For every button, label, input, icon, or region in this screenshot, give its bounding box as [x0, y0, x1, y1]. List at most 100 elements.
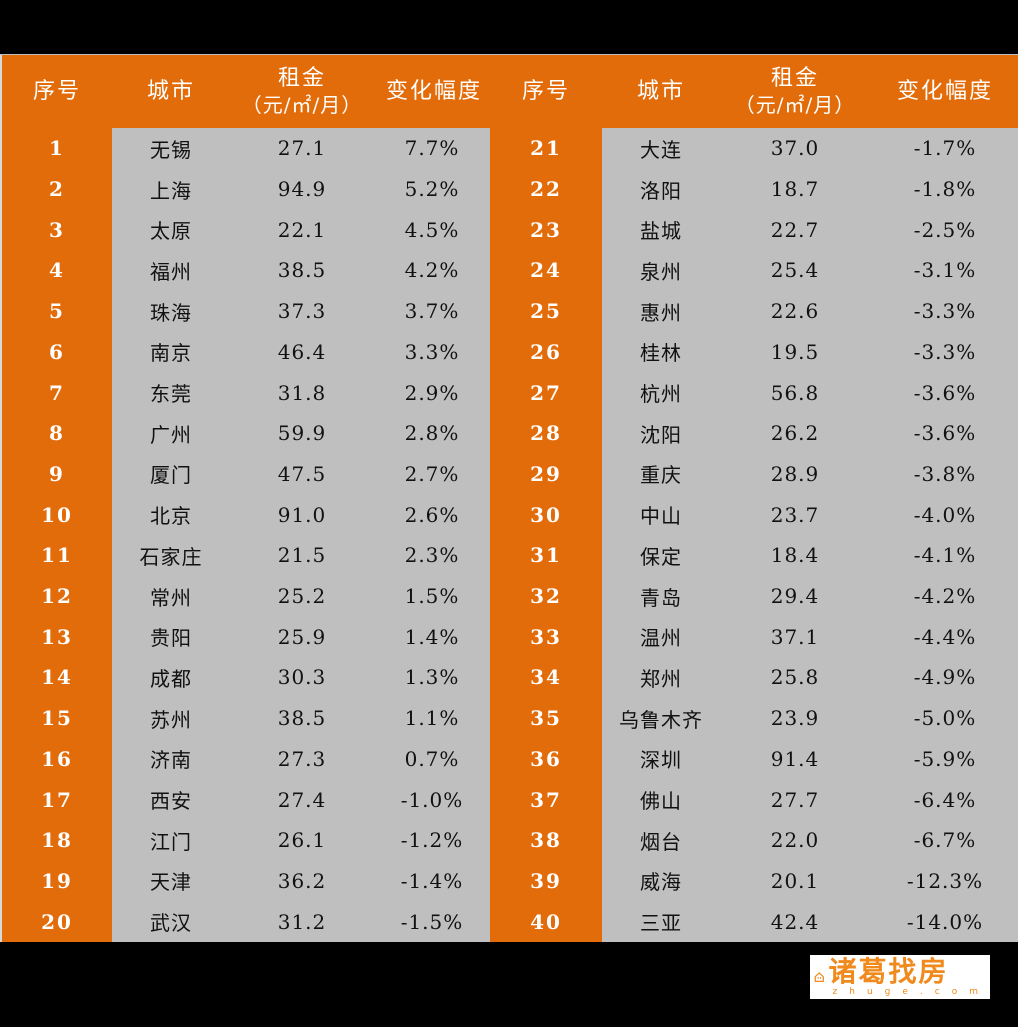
- cell-city: 广州: [150, 422, 192, 447]
- cell-city: 上海: [150, 178, 192, 203]
- cell-change: 0.7%: [404, 746, 460, 771]
- table-row: 21 大连 37.0 -1.7%: [2, 128, 1018, 169]
- table-row: 1 无锡 27.1 7.7%: [2, 128, 1018, 169]
- table-row: 34 郑州 25.8 -4.9%: [2, 657, 1018, 698]
- cell-change: -1.2%: [400, 828, 464, 853]
- cell-change: 3.3%: [404, 339, 460, 364]
- rank-column-bg-left: [2, 128, 112, 942]
- cell-change: -4.2%: [913, 584, 977, 609]
- cell-rank: 26: [530, 339, 562, 364]
- cell-rank: 13: [41, 624, 73, 649]
- cell-city: 太原: [150, 219, 192, 244]
- table-row: 13 贵阳 25.9 1.4%: [2, 616, 1018, 657]
- cell-rank: 10: [41, 502, 73, 527]
- cell-rank: 28: [530, 421, 562, 446]
- table-row: 10 北京 91.0 2.6%: [2, 494, 1018, 535]
- cell-change: -4.1%: [913, 543, 977, 568]
- table-row: 16 济南 27.3 0.7%: [2, 739, 1018, 780]
- table-row: 35 乌鲁木齐 23.9 -5.0%: [2, 698, 1018, 739]
- cell-city: 厦门: [150, 463, 192, 488]
- table-row: 8 广州 59.9 2.8%: [2, 413, 1018, 454]
- cell-change: -2.5%: [913, 217, 977, 242]
- table-row: 29 重庆 28.9 -3.8%: [2, 454, 1018, 495]
- logo-domain: zhuge.com: [832, 987, 990, 997]
- cell-change: 4.2%: [404, 258, 460, 283]
- table-row: 37 佛山 27.7 -6.4%: [2, 779, 1018, 820]
- cell-change: 7.7%: [404, 136, 460, 161]
- cell-rent: 47.5: [277, 461, 327, 486]
- cell-city: 盐城: [640, 219, 682, 244]
- cell-rank: 18: [41, 828, 73, 853]
- header-rank: 序号: [2, 55, 112, 128]
- cell-rent: 27.7: [770, 787, 820, 812]
- rank-column-bg-right: [490, 128, 602, 942]
- header-change-label: 变化幅度: [385, 78, 482, 104]
- table-row: 38 烟台 22.0 -6.7%: [2, 820, 1018, 861]
- cell-rank: 19: [41, 868, 73, 893]
- cell-rank: 40: [530, 909, 562, 934]
- cell-change: 3.7%: [404, 299, 460, 324]
- cell-rank: 14: [41, 665, 73, 690]
- cell-change: -4.9%: [913, 665, 977, 690]
- header-rank-label: 序号: [521, 78, 570, 104]
- cell-change: -1.5%: [400, 909, 464, 934]
- cell-rent: 25.9: [277, 624, 327, 649]
- cell-city: 济南: [150, 748, 192, 773]
- cell-city: 西安: [150, 789, 192, 814]
- cell-rent: 38.5: [277, 706, 327, 731]
- cell-change: 1.1%: [404, 706, 460, 731]
- cell-rent: 18.7: [770, 177, 820, 202]
- header-rent: 租金 （元/㎡/月）: [230, 55, 374, 128]
- cell-change: 1.3%: [404, 665, 460, 690]
- cell-city: 北京: [150, 504, 192, 529]
- cell-rank: 16: [41, 746, 73, 771]
- cell-rent: 29.4: [770, 584, 820, 609]
- table-row: 11 石家庄 21.5 2.3%: [2, 535, 1018, 576]
- cell-change: 4.5%: [404, 217, 460, 242]
- cell-change: -14.0%: [906, 909, 984, 934]
- header-city-label: 城市: [146, 78, 195, 104]
- cell-rank: 1: [49, 136, 65, 161]
- cell-rent: 38.5: [277, 258, 327, 283]
- cell-rent: 27.4: [277, 787, 327, 812]
- cell-change: 2.9%: [404, 380, 460, 405]
- cell-rent: 37.3: [277, 299, 327, 324]
- cell-rank: 33: [530, 624, 562, 649]
- cell-change: -12.3%: [906, 868, 984, 893]
- cell-change: -3.8%: [913, 461, 977, 486]
- cell-city: 三亚: [640, 911, 682, 936]
- cell-rank: 27: [530, 380, 562, 405]
- cell-city: 石家庄: [139, 544, 203, 569]
- table-row: 12 常州 25.2 1.5%: [2, 576, 1018, 617]
- table-row: 4 福州 38.5 4.2%: [2, 250, 1018, 291]
- table-row: 32 青岛 29.4 -4.2%: [2, 576, 1018, 617]
- cell-rent: 37.1: [770, 624, 820, 649]
- cell-rank: 6: [49, 339, 65, 364]
- cell-rank: 21: [530, 136, 562, 161]
- cell-change: -3.1%: [913, 258, 977, 283]
- cell-city: 大连: [640, 137, 682, 162]
- cell-change: -1.4%: [400, 868, 464, 893]
- cell-city: 烟台: [640, 829, 682, 854]
- header-change: 变化幅度: [374, 55, 494, 128]
- header-change-label: 变化幅度: [896, 78, 993, 104]
- cell-change: -4.4%: [913, 624, 977, 649]
- cell-change: -5.0%: [913, 706, 977, 731]
- cell-rent: 18.4: [770, 543, 820, 568]
- table-row: 3 太原 22.1 4.5%: [2, 209, 1018, 250]
- cell-rent: 46.4: [277, 339, 327, 364]
- data-column-bg-right: [602, 128, 1018, 942]
- cell-change: 1.5%: [404, 584, 460, 609]
- cell-rank: 5: [49, 299, 65, 324]
- cell-city: 杭州: [640, 382, 682, 407]
- cell-city: 重庆: [640, 463, 682, 488]
- cell-city: 佛山: [640, 789, 682, 814]
- cell-city: 武汉: [150, 911, 192, 936]
- cell-rank: 3: [49, 217, 65, 242]
- cell-city: 惠州: [640, 300, 682, 325]
- cell-city: 福州: [150, 259, 192, 284]
- cell-rank: 20: [41, 909, 73, 934]
- cell-change: -4.0%: [913, 502, 977, 527]
- cell-rank: 35: [530, 706, 562, 731]
- cell-rank: 9: [49, 461, 65, 486]
